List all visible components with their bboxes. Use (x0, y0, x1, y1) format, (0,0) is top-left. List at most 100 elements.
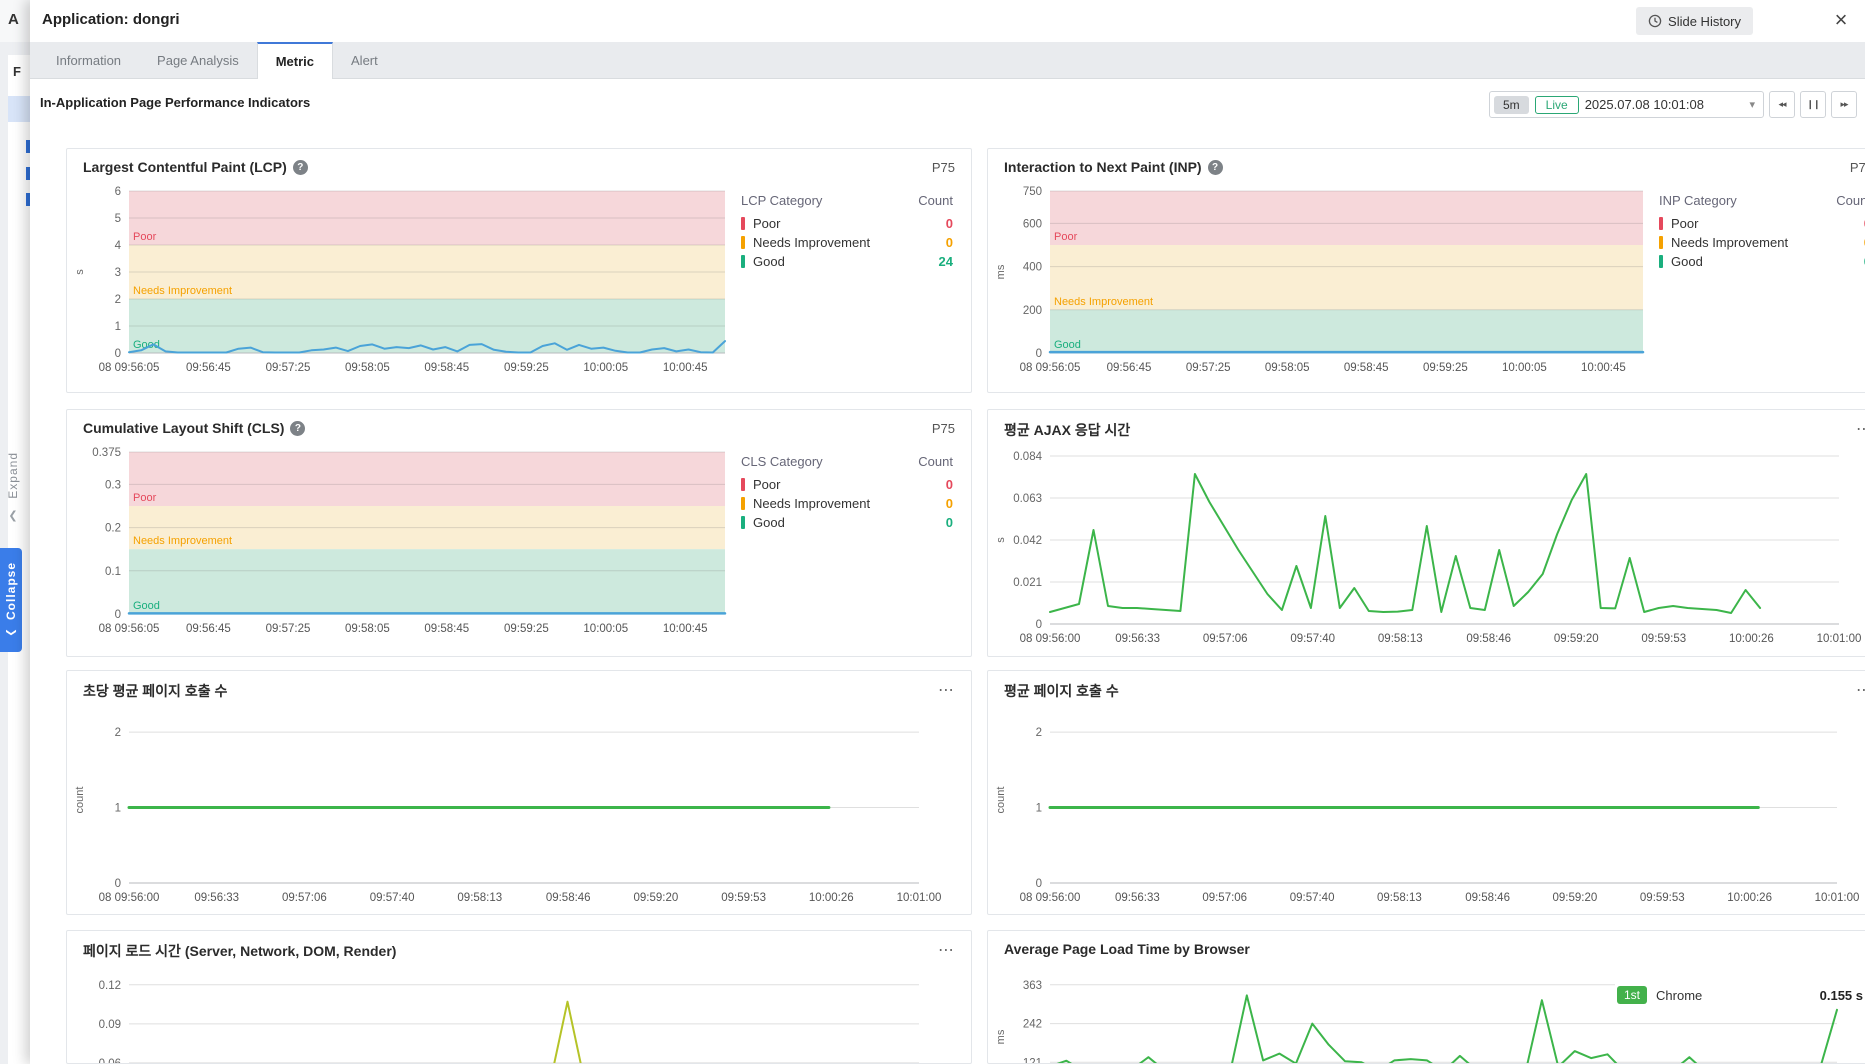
legend-label: Good (753, 254, 939, 269)
legend-row[interactable]: Needs Improvement0 (741, 233, 953, 252)
svg-text:09:56:45: 09:56:45 (186, 623, 231, 635)
time-range-box[interactable]: 5m Live 2025.07.08 10:01:08 ▾ (1489, 91, 1764, 118)
background-panel-letter: F (13, 64, 21, 79)
ajax-chart: 0.0840.0630.0420.0210s08 09:56:0009:56:3… (988, 444, 1865, 650)
svg-text:Poor: Poor (133, 231, 157, 243)
svg-text:600: 600 (1023, 218, 1042, 230)
svg-text:count: count (995, 787, 1007, 814)
ajax-panel: 평균 AJAX 응답 시간 ⋯ 0.0840.0630.0420.0210s08… (987, 409, 1865, 657)
svg-text:0.063: 0.063 (1013, 493, 1042, 505)
svg-text:0.09: 0.09 (99, 1019, 121, 1031)
collapse-tab[interactable]: Collapse ❯ (0, 548, 22, 652)
help-icon[interactable]: ? (293, 160, 308, 175)
legend-label: Poor (753, 216, 946, 231)
collapse-label: Collapse (4, 562, 18, 620)
svg-text:count: count (74, 787, 86, 814)
slide-history-button[interactable]: Slide History (1636, 7, 1753, 35)
tab-metric[interactable]: Metric (257, 42, 333, 79)
svg-text:09:57:25: 09:57:25 (1186, 362, 1231, 374)
legend-row[interactable]: Poor0 (741, 214, 953, 233)
svg-text:09:57:40: 09:57:40 (1290, 892, 1335, 904)
background-topbar: A (0, 0, 30, 42)
tabbar: Information Page Analysis Metric Alert (30, 42, 1865, 79)
legend-row[interactable]: Good24 (741, 252, 953, 271)
svg-text:09:57:06: 09:57:06 (1202, 892, 1247, 904)
svg-text:08 09:56:00: 08 09:56:00 (1020, 892, 1081, 904)
more-menu-icon[interactable]: ⋯ (938, 686, 955, 696)
svg-text:6: 6 (115, 186, 121, 198)
live-chip[interactable]: Live (1535, 96, 1579, 114)
range-chip[interactable]: 5m (1494, 96, 1529, 114)
legend-color-mark (741, 516, 745, 529)
svg-text:0: 0 (1036, 619, 1042, 631)
tab-information[interactable]: Information (38, 42, 139, 78)
page-calls-per-sec-panel: 초당 평균 페이지 호출 수 ⋯ 210count08 09:56:0009:5… (66, 670, 972, 915)
chart-title: Interaction to Next Paint (INP) (1004, 159, 1202, 175)
svg-text:0: 0 (115, 348, 121, 360)
legend-row[interactable]: Good0 (1659, 252, 1865, 271)
chevron-icon: ❯ (5, 628, 16, 636)
svg-text:09:59:25: 09:59:25 (1423, 362, 1468, 374)
tab-page-analysis[interactable]: Page Analysis (139, 42, 257, 78)
panel-header: 페이지 로드 시간 (Server, Network, DOM, Render)… (67, 931, 971, 965)
svg-text:10:00:45: 10:00:45 (1581, 362, 1626, 374)
chart-title: 초당 평균 페이지 호출 수 (83, 681, 227, 701)
pause-button[interactable]: ❙❙ (1800, 91, 1826, 118)
svg-text:09:57:06: 09:57:06 (282, 892, 327, 904)
svg-text:Needs Improvement: Needs Improvement (133, 285, 232, 297)
application-slide-panel: Application: dongri Slide History × Info… (30, 0, 1865, 1064)
svg-text:10:00:26: 10:00:26 (1729, 633, 1774, 645)
inp-panel: Interaction to Next Paint (INP) ? P75 75… (987, 148, 1865, 393)
chart-title: Largest Contentful Paint (LCP) (83, 159, 287, 175)
lcp-chart: 6543210PoorNeeds ImprovementGoods08 09:5… (67, 179, 741, 379)
close-icon[interactable]: × (1827, 6, 1855, 34)
svg-text:09:58:45: 09:58:45 (424, 362, 469, 374)
svg-text:09:59:53: 09:59:53 (1641, 633, 1686, 645)
page-calls-per-sec-chart: 210count08 09:56:0009:56:3309:57:0609:57… (67, 705, 971, 909)
background-selected-row (8, 96, 30, 122)
lcp-legend: LCP CategoryCountPoor0Needs Improvement0… (741, 179, 971, 379)
legend-color-mark (741, 217, 745, 230)
avg-page-calls-chart: 210count08 09:56:0009:56:3309:57:0609:57… (988, 705, 1865, 909)
svg-text:09:56:33: 09:56:33 (1115, 633, 1160, 645)
legend-row[interactable]: Needs Improvement0 (1659, 233, 1865, 252)
svg-text:0.1: 0.1 (105, 566, 121, 578)
more-menu-icon[interactable]: ⋯ (938, 946, 955, 956)
expand-tab[interactable]: Expand ❮ (0, 452, 26, 548)
cls-panel: Cumulative Layout Shift (CLS) ? P75 0.37… (66, 409, 972, 657)
legend-row[interactable]: Needs Improvement0 (741, 494, 953, 513)
svg-text:09:56:33: 09:56:33 (1115, 892, 1160, 904)
chevron-down-icon[interactable]: ▾ (1749, 98, 1755, 111)
svg-text:10:00:26: 10:00:26 (1727, 892, 1772, 904)
svg-text:09:59:53: 09:59:53 (1640, 892, 1685, 904)
panel-header: 평균 AJAX 응답 시간 ⋯ (988, 410, 1865, 444)
rewind-button[interactable]: ◂◂ (1769, 91, 1795, 118)
legend-row[interactable]: Poor0 (1659, 214, 1865, 233)
more-menu-icon[interactable]: ⋯ (1856, 425, 1865, 435)
forward-button[interactable]: ▸▸ (1831, 91, 1857, 118)
svg-text:09:56:33: 09:56:33 (194, 892, 239, 904)
page-load-time-chart: 0.120.090.060.030 (67, 965, 971, 1064)
help-icon[interactable]: ? (1208, 160, 1223, 175)
svg-text:10:00:45: 10:00:45 (663, 362, 708, 374)
svg-text:09:59:20: 09:59:20 (1553, 892, 1598, 904)
svg-text:09:57:06: 09:57:06 (1203, 633, 1248, 645)
svg-text:08 09:56:05: 08 09:56:05 (99, 623, 160, 635)
svg-text:5: 5 (115, 213, 121, 225)
legend-header: CLS CategoryCount (741, 454, 953, 475)
svg-text:09:59:20: 09:59:20 (1554, 633, 1599, 645)
svg-text:s: s (995, 537, 1007, 543)
tab-alert[interactable]: Alert (333, 42, 396, 78)
svg-text:10:01:00: 10:01:00 (1815, 892, 1860, 904)
legend-row[interactable]: Good0 (741, 513, 953, 532)
more-menu-icon[interactable]: ⋯ (1856, 686, 1865, 696)
background-title-fragment: A (8, 11, 19, 28)
legend-label: Poor (1671, 216, 1864, 231)
help-icon[interactable]: ? (290, 421, 305, 436)
browser-value: 0.155 s (1820, 988, 1863, 1003)
percentile-badge: P75 (932, 421, 955, 436)
svg-text:242: 242 (1023, 1019, 1042, 1031)
svg-text:09:58:46: 09:58:46 (546, 892, 591, 904)
svg-text:0.084: 0.084 (1013, 451, 1042, 463)
legend-row[interactable]: Poor0 (741, 475, 953, 494)
